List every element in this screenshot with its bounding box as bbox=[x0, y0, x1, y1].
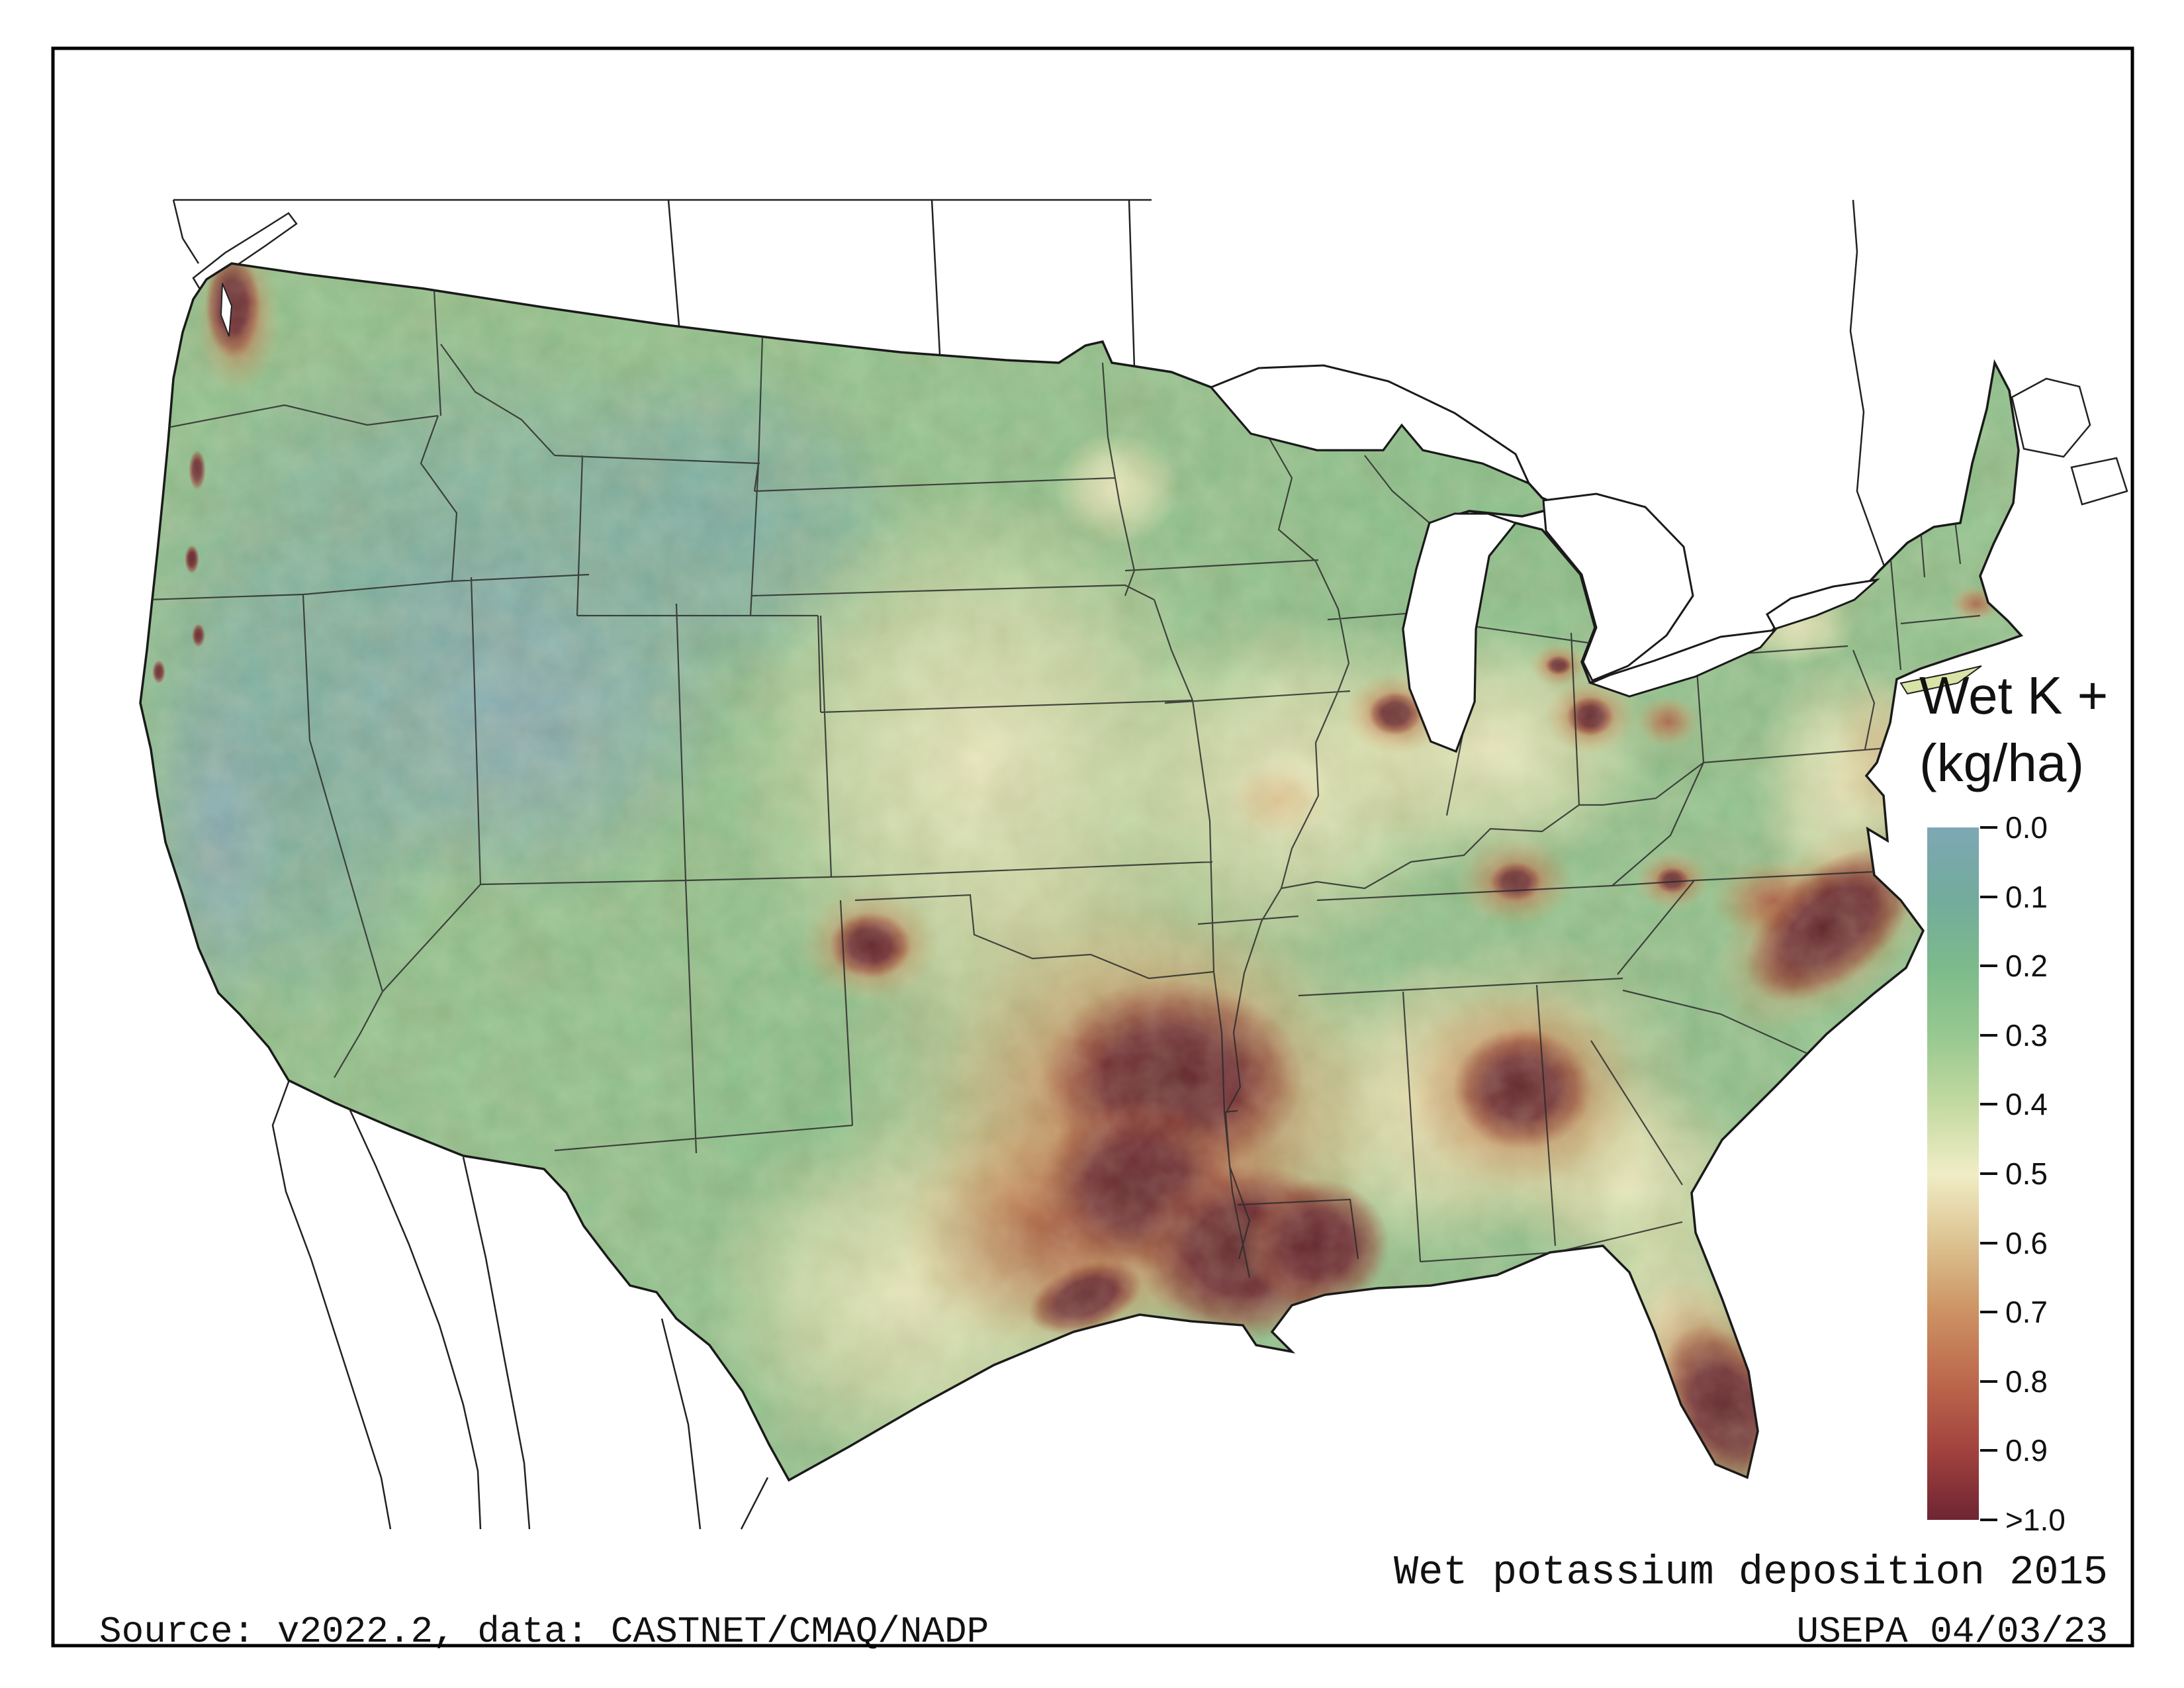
puget-sound bbox=[220, 283, 233, 337]
tick-label: 0.5 bbox=[2005, 1156, 2048, 1191]
great-lakes bbox=[1209, 364, 1880, 753]
tick-label: 0.9 bbox=[2005, 1433, 2048, 1468]
tick-label: 0.8 bbox=[2005, 1364, 2048, 1399]
lake-michigan bbox=[1402, 512, 1518, 753]
figure-frame bbox=[51, 46, 2134, 1648]
legend-title-line1: Wet K + bbox=[1919, 666, 2108, 725]
legend: Wet K + (kg/ha) 0.0 0.1 0.2 0.3 0.4 0.5 … bbox=[1919, 666, 2108, 1537]
tick-label: 0.2 bbox=[2005, 949, 2048, 983]
lake-ontario bbox=[1766, 578, 1880, 630]
tick-label: 0.6 bbox=[2005, 1226, 2048, 1260]
map-title: Wet potassium deposition 2015 bbox=[1394, 1549, 2108, 1596]
tick-label: 0.1 bbox=[2005, 880, 2048, 914]
lake-erie bbox=[1588, 629, 1778, 698]
state-borders bbox=[146, 289, 1981, 1278]
lake-superior bbox=[1209, 364, 1531, 485]
legend-tick-marks bbox=[1980, 826, 1997, 1521]
legend-colorbar bbox=[1927, 827, 1979, 1520]
lake-huron bbox=[1542, 492, 1694, 682]
us-deposition-raster bbox=[140, 263, 2021, 1480]
long-island bbox=[1899, 665, 1982, 695]
tick-label: 0.7 bbox=[2005, 1295, 2048, 1329]
legend-title-line2: (kg/ha) bbox=[1919, 733, 2084, 792]
legend-tick-labels: 0.0 0.1 0.2 0.3 0.4 0.5 0.6 0.7 0.8 0.9 … bbox=[2005, 810, 2066, 1537]
tick-label: >1.0 bbox=[2005, 1503, 2066, 1537]
tick-label: 0.4 bbox=[2005, 1087, 2048, 1121]
canada-borders bbox=[172, 199, 2128, 582]
tick-label: 0.3 bbox=[2005, 1018, 2048, 1053]
nova-scotia-outline bbox=[2070, 457, 2128, 506]
ontario-quebec-border bbox=[1849, 199, 1886, 569]
tick-label: 0.0 bbox=[2005, 810, 2048, 845]
mexico-borders bbox=[271, 1070, 769, 1530]
new-brunswick-outline bbox=[2011, 377, 2091, 458]
us-outline bbox=[139, 262, 2024, 1482]
